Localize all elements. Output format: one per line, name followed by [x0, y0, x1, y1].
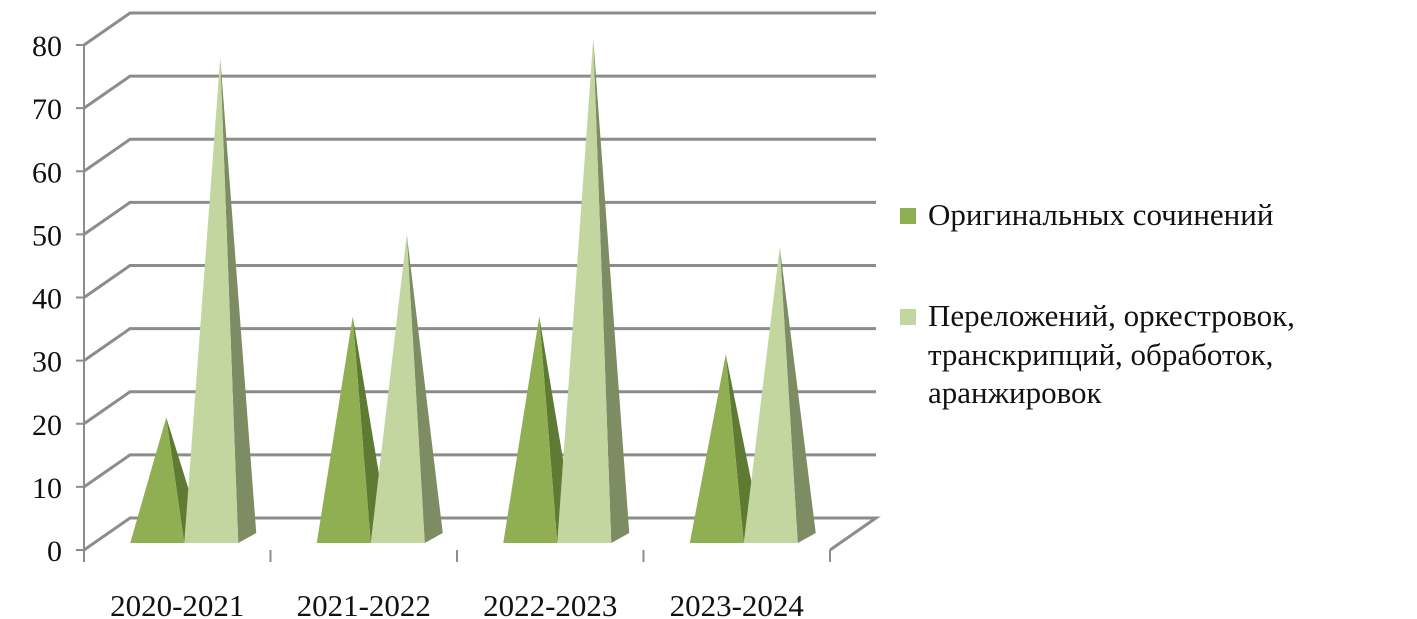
y-tick-label: 0 [47, 535, 62, 568]
pyramid-front-face [184, 57, 239, 543]
legend: Оригинальных сочинений Переложений, орке… [900, 196, 1400, 475]
pyramid-bar [370, 234, 443, 543]
pyramid-front-face [743, 247, 798, 543]
y-tick-label: 20 [32, 409, 62, 442]
y-tick-label: 40 [32, 283, 62, 316]
legend-swatch-original [900, 208, 916, 224]
gridline [83, 327, 876, 362]
gridline [83, 74, 876, 110]
legend-item-arrangements: Переложений, оркестровок, транскрипций, … [900, 297, 1400, 413]
chart-walls [76, 11, 881, 562]
pyramid-side-face [779, 247, 816, 543]
y-tick-label: 10 [32, 472, 62, 505]
pyramid-side-face [593, 38, 630, 543]
chart-marks [130, 38, 816, 543]
x-tick-label: 2023-2024 [670, 588, 805, 619]
y-tick-label: 50 [32, 219, 62, 252]
pyramid-side-face [220, 57, 257, 543]
x-tick-label: 2021-2022 [297, 588, 431, 619]
gridline [83, 11, 876, 47]
legend-item-original: Оригинальных сочинений [900, 196, 1400, 235]
pyramid-bar [557, 38, 630, 543]
y-tick-label: 30 [32, 346, 62, 379]
legend-label-original: Оригинальных сочинений [928, 197, 1274, 232]
gridline [83, 200, 876, 236]
pyramid-front-face [557, 38, 612, 543]
pyramid-front-face [370, 234, 425, 543]
x-tick-label: 2022-2023 [483, 588, 617, 619]
gridline [83, 264, 876, 299]
y-axis-ticks: 0 10 20 30 40 50 60 70 80 [32, 30, 62, 568]
gridline [83, 390, 876, 425]
y-tick-label: 80 [32, 30, 62, 63]
legend-label-arrangements: Переложений, оркестровок, транскрипций, … [928, 297, 1295, 411]
x-axis-ticks: 2020-2021 2021-2022 2022-2023 2023-2024 [110, 588, 804, 619]
pyramid-side-face [406, 234, 443, 543]
gridline [83, 453, 876, 489]
gridline [83, 137, 876, 173]
floor-outline [83, 516, 881, 552]
y-tick-label: 60 [32, 156, 62, 189]
pyramid-front-face [689, 354, 744, 543]
pyramid-front-face [130, 417, 185, 543]
pyramid-front-face [316, 316, 371, 543]
pyramid-bar [184, 57, 257, 543]
y-tick-label: 70 [32, 93, 62, 126]
x-tick-label: 2020-2021 [110, 588, 244, 619]
pyramid-bar [743, 247, 816, 543]
pyramid-front-face [503, 316, 558, 543]
legend-swatch-arrangements [900, 308, 916, 325]
